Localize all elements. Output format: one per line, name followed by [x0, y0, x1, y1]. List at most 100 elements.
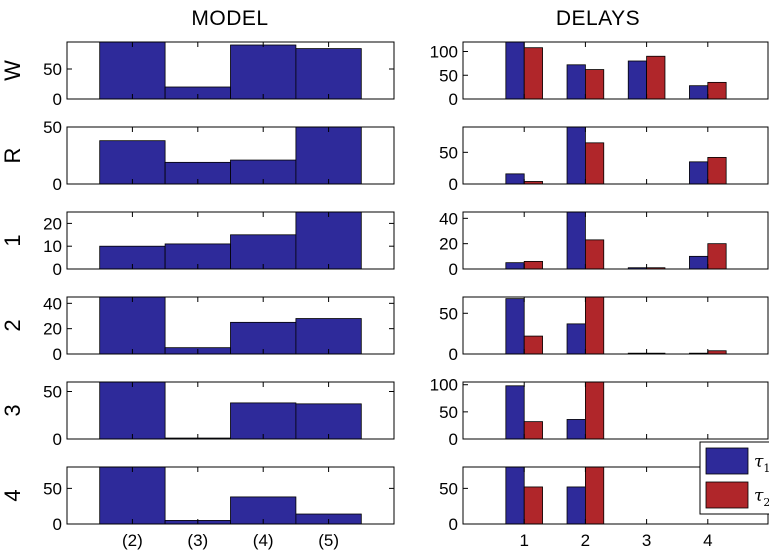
delay-bar-tau1 — [566, 126, 586, 185]
row-label-R: R — [0, 148, 25, 164]
delay-bar-tau1 — [505, 41, 525, 100]
legend-label-tau2: τ2 — [754, 486, 769, 509]
delay-bar-tau2 — [707, 81, 727, 100]
model-ytick-label: 0 — [53, 515, 62, 534]
model-axes-frame — [66, 466, 395, 525]
delays-ytick-label: 50 — [439, 143, 458, 162]
delays-ytick-label: 50 — [439, 403, 458, 422]
delays-ytick-label: 0 — [449, 175, 458, 194]
delays-axes-frame — [462, 41, 769, 100]
model-axes-frame — [66, 126, 395, 185]
model-ytick-label: 0 — [53, 175, 62, 194]
delay-bar-tau2 — [585, 381, 605, 440]
delay-bar-tau1 — [505, 298, 525, 355]
delay-bar-tau2 — [523, 47, 543, 100]
row-label-3: 3 — [0, 404, 25, 416]
delays-ytick-label: 0 — [449, 90, 458, 109]
delays-ytick-label: 0 — [449, 515, 458, 534]
delay-bar-tau2 — [585, 296, 605, 355]
row-label-W: W — [0, 60, 25, 81]
model-xtick-label: (2) — [122, 531, 143, 550]
delays-ytick-label: 50 — [439, 66, 458, 85]
delays-ytick-label: 0 — [449, 430, 458, 449]
model-bar — [295, 211, 362, 270]
delay-bar-tau2 — [707, 243, 727, 270]
delays-axes-frame — [462, 211, 769, 270]
model-axes-frame — [66, 41, 395, 100]
model-bar — [295, 48, 362, 100]
delays-axes-frame — [462, 381, 769, 440]
model-axes-frame — [66, 381, 395, 440]
model-ytick-label: 50 — [43, 383, 62, 402]
delay-bar-tau1 — [689, 255, 709, 270]
row-label-4: 4 — [0, 489, 25, 501]
model-ytick-label: 20 — [43, 320, 62, 339]
delay-bar-tau2 — [707, 156, 727, 185]
model-bar — [99, 41, 166, 100]
delays-xtick-label: 3 — [642, 531, 651, 550]
model-bar — [99, 296, 166, 355]
delay-bar-tau1 — [505, 262, 525, 270]
model-ytick-label: 0 — [53, 260, 62, 279]
model-bar — [295, 403, 362, 440]
row-label-1: 1 — [0, 234, 25, 246]
delays-xtick-label: 2 — [581, 531, 590, 550]
delays-xtick-label: 4 — [703, 531, 712, 550]
delays-ytick-label: 40 — [439, 209, 458, 228]
model-column-title: MODEL — [191, 7, 268, 30]
delay-bar-tau1 — [627, 60, 647, 100]
delay-bar-tau1 — [566, 64, 586, 100]
delay-bar-tau2 — [523, 335, 543, 355]
delay-bar-tau1 — [566, 419, 586, 440]
delays-axes-frame — [462, 296, 769, 355]
model-bar — [99, 140, 166, 185]
delay-bar-tau2 — [523, 421, 543, 440]
model-bar — [230, 44, 297, 100]
model-ytick-label: 20 — [43, 214, 62, 233]
delay-bar-tau2 — [585, 239, 605, 270]
delays-xtick-label: 1 — [519, 531, 528, 550]
model-xtick-label: (4) — [253, 531, 274, 550]
delays-ytick-label: 100 — [430, 376, 458, 395]
delay-bar-tau2 — [585, 466, 605, 525]
delays-axes-frame — [462, 126, 769, 185]
delays-ytick-label: 0 — [449, 345, 458, 364]
delays-ytick-label: 100 — [430, 43, 458, 62]
delay-bar-tau1 — [689, 161, 709, 185]
delay-bar-tau1 — [689, 85, 709, 100]
delay-bar-tau2 — [585, 142, 605, 185]
delay-bar-tau2 — [646, 55, 666, 100]
delay-bar-tau1 — [505, 466, 525, 525]
delays-ytick-label: 50 — [439, 304, 458, 323]
delay-bar-tau1 — [566, 211, 586, 270]
delays-column-title: DELAYS — [556, 7, 640, 30]
model-ytick-label: 40 — [43, 294, 62, 313]
model-ytick-label: 10 — [43, 237, 62, 256]
row-label-2: 2 — [0, 319, 25, 331]
model-ytick-label: 50 — [43, 60, 62, 79]
model-xtick-label: (5) — [318, 531, 339, 550]
model-bar — [230, 402, 297, 440]
model-axes-frame — [66, 211, 395, 270]
model-bar — [295, 126, 362, 185]
delay-bar-tau1 — [566, 323, 586, 355]
model-ytick-label: 0 — [53, 430, 62, 449]
delay-bar-tau1 — [505, 173, 525, 185]
model-ytick-label: 0 — [53, 90, 62, 109]
model-ytick-label: 50 — [43, 479, 62, 498]
model-ytick-label: 50 — [43, 118, 62, 137]
model-bar — [230, 234, 297, 270]
model-bar — [99, 466, 166, 525]
legend-swatch-tau1 — [705, 447, 749, 475]
legend-swatch-tau2 — [705, 481, 749, 509]
model-xtick-label: (3) — [187, 531, 208, 550]
model-ytick-label: 0 — [53, 345, 62, 364]
delays-ytick-label: 0 — [449, 260, 458, 279]
delay-bar-tau2 — [523, 486, 543, 525]
model-bar — [295, 318, 362, 355]
model-axes-frame — [66, 296, 395, 355]
model-bar — [99, 381, 166, 440]
